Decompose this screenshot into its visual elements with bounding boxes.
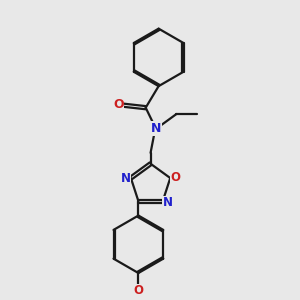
Text: N: N <box>163 196 173 209</box>
Text: N: N <box>151 122 161 135</box>
Text: O: O <box>170 171 180 184</box>
Text: O: O <box>113 98 124 111</box>
Text: N: N <box>121 172 131 185</box>
Text: O: O <box>134 284 143 297</box>
